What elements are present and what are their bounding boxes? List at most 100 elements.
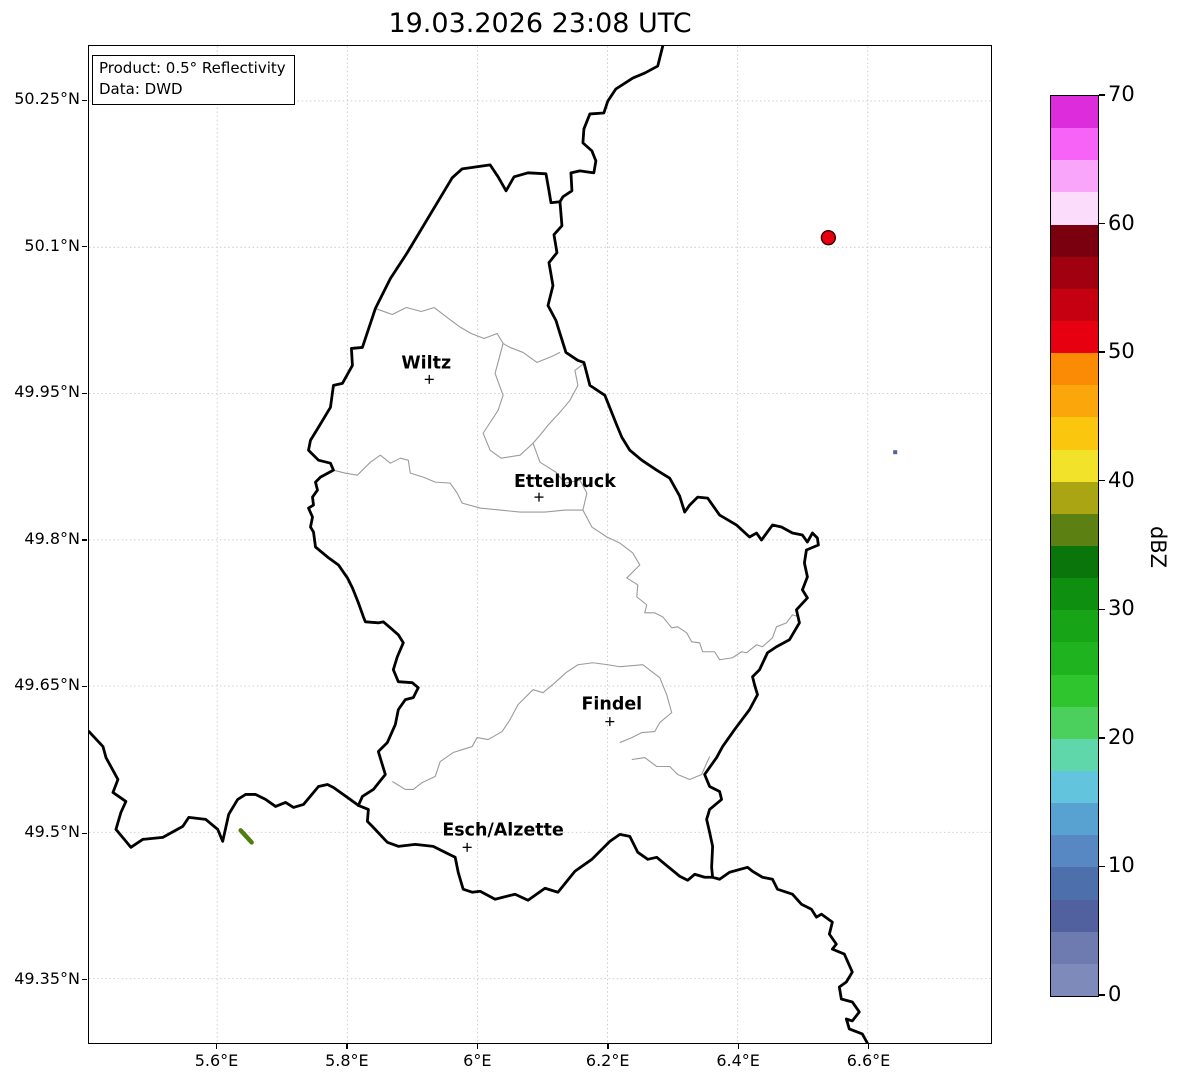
x-axis-tick-label: 5.8°E (325, 1051, 369, 1070)
y-axis-tick-label: 49.35°N (14, 968, 80, 988)
colorbar-tick (1099, 222, 1105, 225)
colorbar-tick (1099, 737, 1105, 739)
colorbar-segment (1051, 320, 1098, 354)
colorbar-segment (1051, 192, 1098, 225)
y-axis-tick (82, 246, 87, 248)
x-axis-tick (476, 1044, 479, 1049)
colorbar-segment (1051, 353, 1098, 386)
district-border-line (333, 454, 583, 513)
colorbar-segment (1051, 963, 1098, 996)
radar-echoes (238, 229, 898, 845)
y-axis-tick (82, 392, 87, 395)
colorbar-segment (1051, 578, 1098, 611)
colorbar-tick-label: 10 (1108, 853, 1135, 878)
x-axis-tick (737, 1044, 739, 1049)
colorbar-segment (1051, 931, 1098, 964)
district-borders (333, 306, 800, 791)
city: Wiltz (401, 353, 451, 384)
y-axis-tick-label: 49.65°N (14, 675, 80, 695)
colorbar-segment (1051, 256, 1098, 289)
colorbar (1050, 95, 1099, 997)
country-border-line (89, 730, 360, 849)
colorbar-tick-label: 60 (1108, 210, 1135, 235)
city-annotations: Wiltz Ettelbruck Findel Esch/Alzette (401, 353, 643, 852)
colorbar-tick (1099, 865, 1105, 868)
colorbar-tick-label: 50 (1108, 339, 1135, 364)
city-label: Findel (582, 695, 643, 715)
country-border-line (450, 163, 562, 205)
y-axis-tick-label: 50.25°N (14, 89, 80, 108)
colorbar-segment (1051, 481, 1098, 514)
colorbar-segment (1051, 738, 1098, 771)
colorbar-segment (1051, 545, 1098, 579)
figure-title: 19.03.2026 23:08 UTC (388, 8, 692, 39)
colorbar-tick (1099, 994, 1105, 996)
colorbar-segment (1051, 770, 1098, 804)
city: Esch/Alzette (442, 820, 564, 852)
colorbar-segment (1051, 417, 1098, 450)
colorbar-tick (1099, 480, 1105, 482)
colorbar-segment (1051, 610, 1098, 643)
y-axis-tick-label: 49.8°N (24, 528, 80, 548)
colorbar-tick (1099, 94, 1105, 96)
colorbar-segment (1051, 867, 1098, 900)
colorbar-unit-label: dBZ (1146, 525, 1170, 569)
x-axis-tick-label: 6.2°E (585, 1051, 630, 1070)
district-border-line (532, 362, 585, 444)
radar-echo-square (893, 450, 898, 455)
grid-lines (89, 46, 991, 1043)
city-label: Ettelbruck (514, 472, 616, 492)
y-axis-tick (82, 832, 87, 834)
colorbar-tick (1099, 608, 1105, 610)
colorbar-segment (1051, 642, 1098, 675)
colorbar-tick-label: 30 (1108, 596, 1135, 621)
x-axis-tick-label: 6.6°E (846, 1051, 891, 1070)
colorbar-segment (1051, 288, 1098, 321)
city: Ettelbruck (514, 472, 616, 502)
colorbar-segment (1051, 835, 1098, 868)
y-axis-tick (82, 979, 87, 981)
district-border-line (392, 662, 673, 791)
country-border-line (307, 176, 454, 807)
y-axis-tick (82, 99, 87, 101)
colorbar-tick (1099, 351, 1105, 353)
radar-echo-dash (238, 828, 254, 845)
x-axis-tick (216, 1044, 218, 1049)
x-axis-tick-label: 6.4°E (716, 1051, 760, 1070)
colorbar-segment (1051, 513, 1098, 546)
colorbar-segment (1051, 224, 1098, 257)
colorbar-tick-label: 70 (1108, 82, 1135, 106)
country-border-line (357, 804, 715, 902)
radar-echo-dot (820, 229, 837, 246)
x-axis-tick (346, 1044, 348, 1049)
district-border-line (375, 306, 561, 363)
y-axis-tick-label: 50.1°N (24, 235, 80, 255)
colorbar-tick-label: 20 (1108, 724, 1135, 749)
x-axis-tick (868, 1044, 870, 1049)
product-info-line2: Data: DWD (99, 80, 183, 98)
colorbar-segment (1051, 899, 1098, 932)
colorbar-tick-label: 0 (1108, 982, 1122, 1006)
colorbar-segment (1051, 385, 1098, 418)
y-axis-tick-label: 49.5°N (24, 822, 80, 841)
colorbar-segment (1051, 803, 1098, 836)
country-borders (89, 46, 869, 1043)
colorbar-segment (1051, 96, 1098, 129)
x-axis-tick-label: 6°E (463, 1051, 492, 1070)
x-axis-tick (607, 1044, 609, 1049)
y-axis-tick (82, 539, 87, 541)
district-border-line (631, 756, 711, 781)
y-axis-tick-label: 49.95°N (14, 382, 80, 402)
country-border-line (546, 46, 869, 1043)
colorbar-segment (1051, 674, 1098, 707)
colorbar-segment (1051, 706, 1098, 739)
x-axis-tick-label: 5.6°E (194, 1051, 239, 1070)
map-plot-area: Wiltz Ettelbruck Findel Esch/Alzette Produc… (88, 45, 992, 1044)
colorbar-tick-label: 40 (1108, 467, 1135, 492)
map-svg: Wiltz Ettelbruck Findel Esch/Alzette (89, 46, 991, 1043)
city-label: Esch/Alzette (442, 820, 563, 840)
product-info-line1: Product: 0.5° Reflectivity (99, 59, 286, 77)
y-axis-tick (82, 685, 87, 688)
colorbar-segment (1051, 128, 1098, 161)
